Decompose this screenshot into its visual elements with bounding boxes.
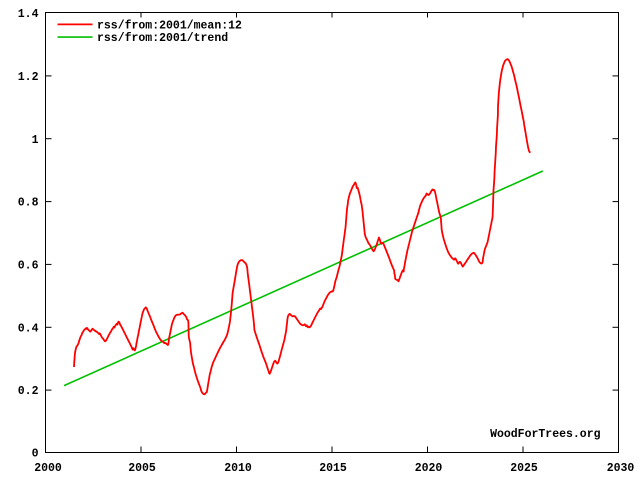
- svg-text:2010: 2010: [224, 462, 252, 475]
- svg-text:2025: 2025: [510, 462, 538, 475]
- svg-text:rss/from:2001/mean:12: rss/from:2001/mean:12: [97, 20, 242, 33]
- svg-text:WoodForTrees.org: WoodForTrees.org: [490, 428, 601, 441]
- svg-text:1.2: 1.2: [18, 71, 39, 84]
- svg-text:2005: 2005: [128, 462, 156, 475]
- svg-text:2030: 2030: [607, 462, 635, 475]
- svg-text:0.8: 0.8: [18, 197, 39, 210]
- svg-text:0.6: 0.6: [18, 260, 39, 273]
- svg-text:1: 1: [32, 134, 39, 147]
- svg-text:2020: 2020: [415, 462, 443, 475]
- svg-text:2015: 2015: [319, 462, 347, 475]
- svg-text:2000: 2000: [34, 462, 62, 475]
- svg-text:0: 0: [32, 448, 39, 461]
- svg-text:1.4: 1.4: [18, 8, 39, 21]
- svg-text:0.4: 0.4: [18, 322, 39, 335]
- svg-text:rss/from:2001/trend: rss/from:2001/trend: [97, 32, 228, 45]
- svg-text:0.2: 0.2: [18, 385, 39, 398]
